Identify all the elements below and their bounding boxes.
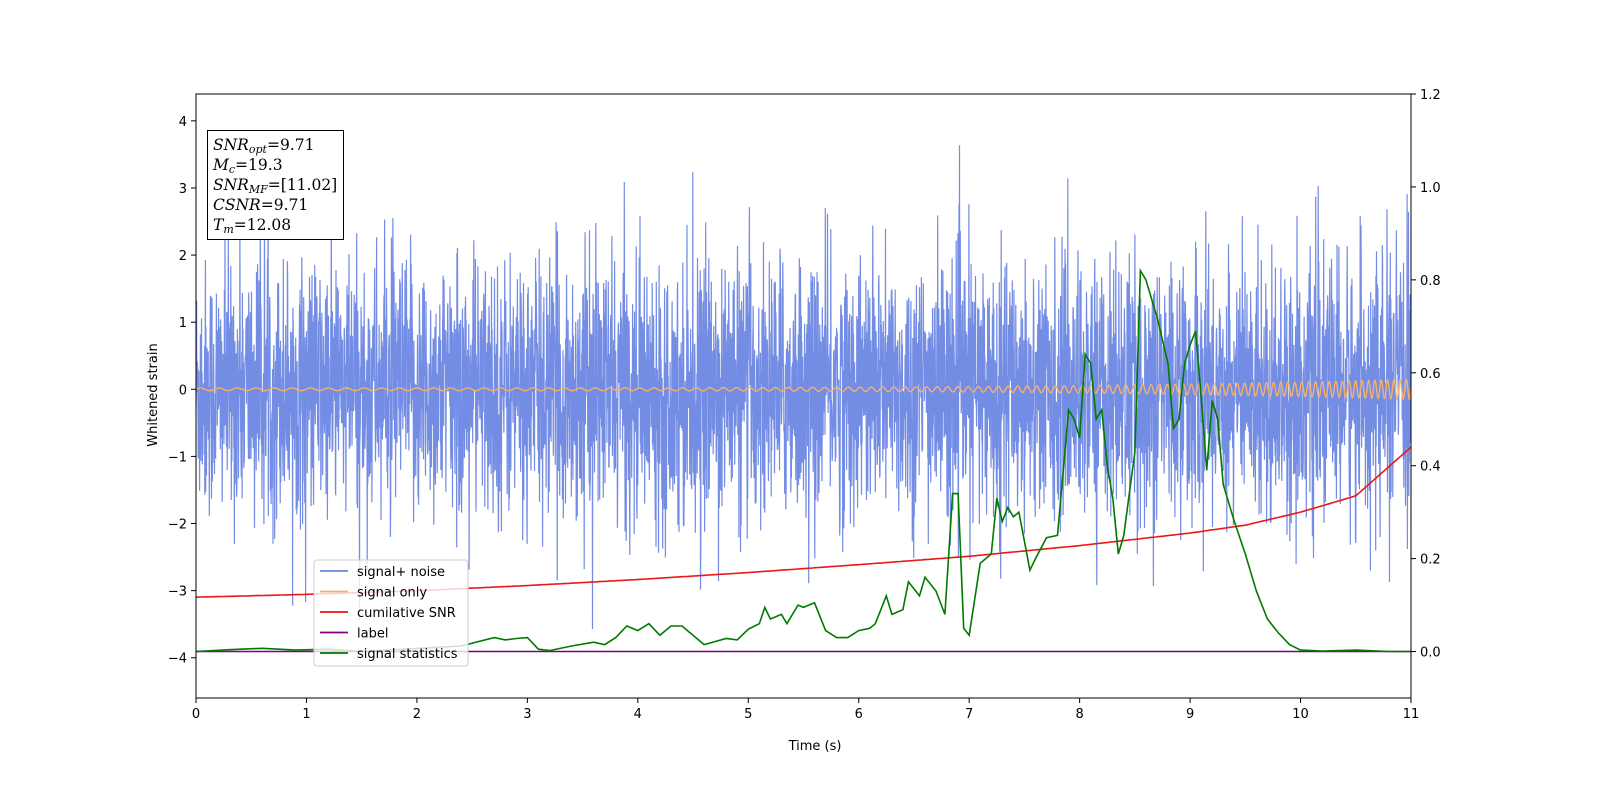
snr-mf-value: [11.02] bbox=[280, 176, 338, 194]
legend-label: signal only bbox=[357, 586, 427, 601]
y-right-tick-label: 0.8 bbox=[1420, 274, 1441, 289]
x-tick-label: 4 bbox=[634, 707, 642, 722]
y-right-tick-label: 0.2 bbox=[1420, 553, 1441, 568]
x-tick-label: 0 bbox=[192, 707, 200, 722]
legend-box bbox=[313, 559, 469, 667]
y-left-tick-label: 4 bbox=[179, 115, 187, 130]
legend-label: label bbox=[357, 627, 388, 642]
y-left-tick-label: −4 bbox=[168, 652, 187, 667]
csnr-row: CSNR=9.71 bbox=[213, 196, 309, 214]
y-right-tick-label: 0.4 bbox=[1420, 460, 1441, 475]
mc-row: Mc=19.3 bbox=[213, 156, 283, 176]
legend: signal+ noise signal only cumilative SNR la… bbox=[313, 559, 469, 667]
y-right-tick-label: 1.2 bbox=[1420, 88, 1441, 103]
snr-opt-value: 9.71 bbox=[279, 136, 315, 154]
snr-mf-row: SNRMF=[11.02] bbox=[213, 176, 338, 196]
snr-opt-row: SNRopt=9.71 bbox=[213, 136, 315, 156]
series-line-signal-only bbox=[196, 378, 1411, 401]
plot-frame bbox=[195, 93, 1412, 699]
y-left-tick-label: 2 bbox=[179, 249, 187, 264]
x-tick-label: 3 bbox=[523, 707, 531, 722]
mc-value: 19.3 bbox=[248, 156, 283, 174]
y-left-tick-label: 0 bbox=[179, 383, 187, 398]
legend-label: signal+ noise bbox=[357, 565, 445, 580]
x-tick-label: 7 bbox=[965, 707, 973, 722]
y-left-tick-label: −3 bbox=[168, 585, 187, 600]
x-tick-label: 9 bbox=[1186, 707, 1194, 722]
legend-label: cumilative SNR bbox=[357, 606, 456, 621]
x-tick-label: 5 bbox=[744, 707, 752, 722]
y-left-tick-label: 3 bbox=[179, 182, 187, 197]
x-axis-label: Time (s) bbox=[788, 739, 842, 754]
x-tick-label: 1 bbox=[302, 707, 310, 722]
y-left-tick-label: 1 bbox=[179, 316, 187, 331]
y-right-tick-label: 0.6 bbox=[1420, 367, 1441, 382]
y-right-tick-label: 0.0 bbox=[1420, 646, 1441, 661]
y-axis-label: Whitened strain bbox=[146, 343, 161, 446]
tm-value: 12.08 bbox=[246, 216, 292, 234]
y-left-tick-label: −2 bbox=[168, 518, 187, 533]
x-tick-label: 2 bbox=[413, 707, 421, 722]
x-tick-label: 8 bbox=[1075, 707, 1083, 722]
x-tick-label: 11 bbox=[1403, 707, 1420, 722]
series-line-signal-plus-noise bbox=[196, 145, 1411, 630]
y-left-tick-label: −1 bbox=[168, 450, 187, 465]
x-tick-label: 6 bbox=[855, 707, 863, 722]
series-line-signal-statistics bbox=[196, 267, 1411, 653]
csnr-value: 9.71 bbox=[273, 196, 309, 214]
tm-row: Tm=12.08 bbox=[213, 216, 292, 236]
x-tick-label: 10 bbox=[1292, 707, 1309, 722]
stats-annotation-box: SNRopt=9.71 Mc=19.3 SNRMF=[11.02] CSNR=9… bbox=[207, 130, 345, 240]
y-right-tick-label: 1.0 bbox=[1420, 181, 1441, 196]
axes: 0 1 2 3 4 5 6 7 8 9 10 11 −4 −3 −2 −1 0 1 2 3 4 0.0 0.2 0.4 0.6 0… bbox=[168, 88, 1441, 722]
legend-label: signal statistics bbox=[357, 647, 458, 662]
